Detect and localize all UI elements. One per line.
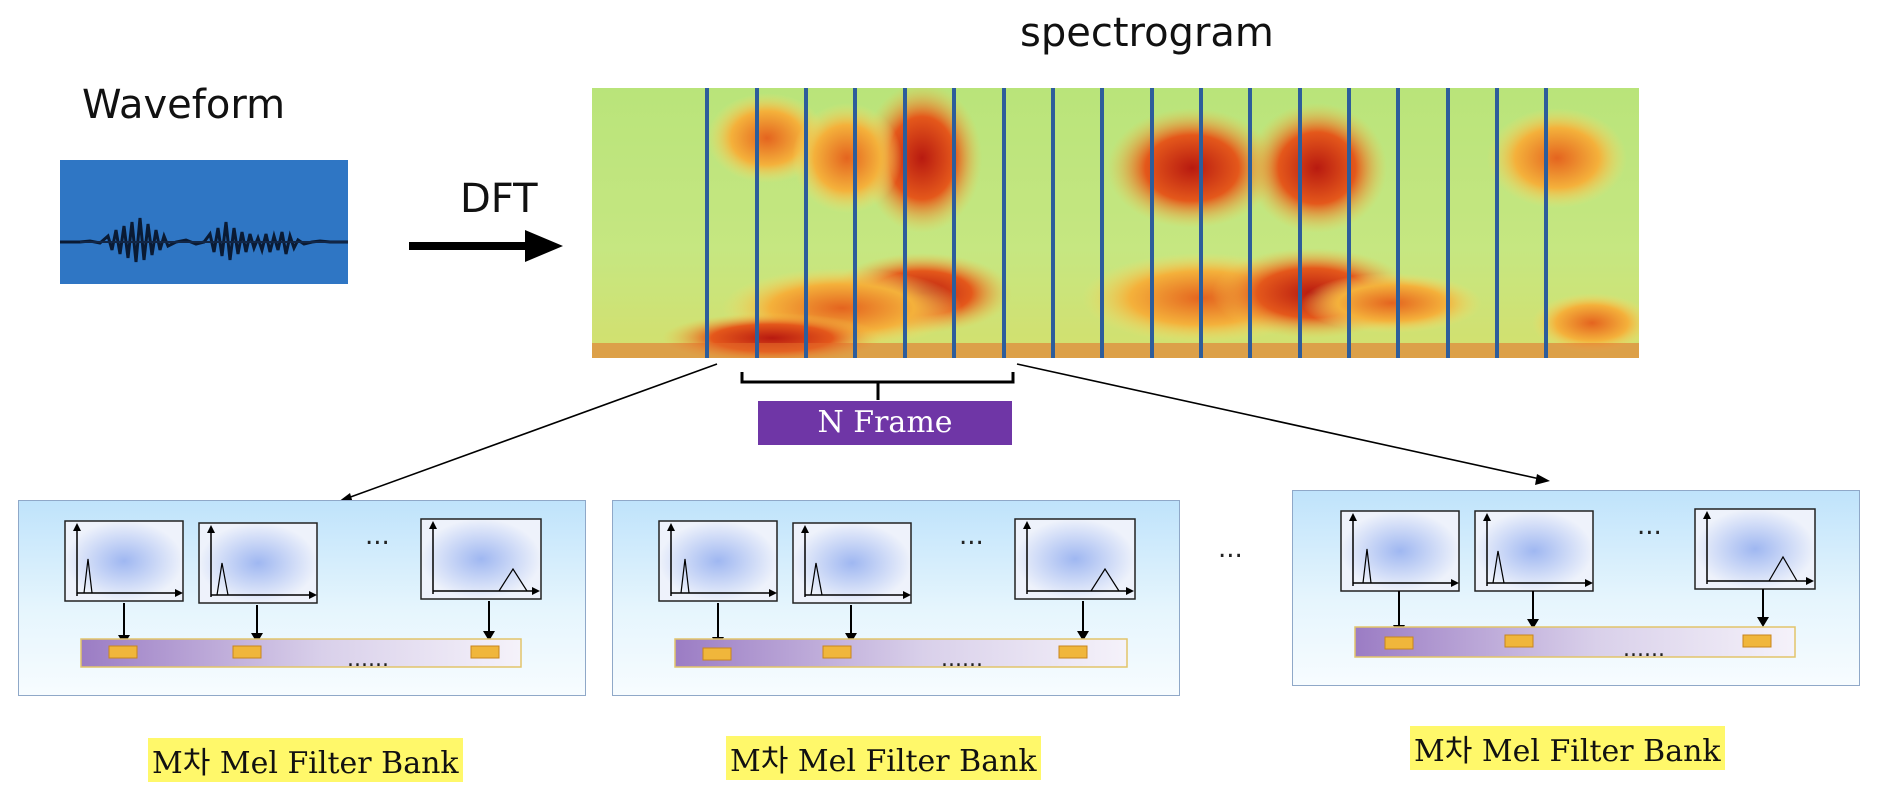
- waveform-title: Waveform: [82, 82, 286, 128]
- filter-bank-panel: ... ......: [18, 500, 586, 696]
- filter-response-box: [658, 520, 778, 602]
- filter-response-box: [64, 520, 184, 602]
- spectrogram-image: [592, 88, 1639, 358]
- filter-ellipsis: ...: [1637, 511, 1662, 541]
- spectrogram-title: spectrogram: [1020, 10, 1274, 56]
- filter-bank-diagram: [1340, 508, 1816, 658]
- waveform-signal: [60, 160, 348, 284]
- filter-response-box: [198, 522, 318, 604]
- filter-ellipsis: ...: [959, 521, 984, 551]
- filter-bank-panel: ... ......: [1292, 490, 1860, 686]
- filter-bank-label: M차 Mel Filter Bank: [148, 738, 463, 782]
- bar-ellipsis: ......: [1623, 637, 1665, 662]
- filter-response-box: [1014, 518, 1136, 600]
- filter-ellipsis: ...: [365, 521, 390, 551]
- filter-response-box: [1474, 510, 1594, 592]
- bar-ellipsis: ......: [347, 647, 389, 672]
- filter-bank-panel: ... ......: [612, 500, 1180, 696]
- filter-response-box: [1694, 508, 1816, 590]
- filter-response-box: [420, 518, 542, 600]
- bank-gap-ellipsis: ...: [1218, 534, 1243, 564]
- filter-bank-label: M차 Mel Filter Bank: [1410, 726, 1725, 770]
- filter-response-box: [1340, 510, 1460, 592]
- dft-label: DFT: [460, 176, 538, 222]
- filter-bank-diagram: [658, 518, 1136, 668]
- filter-response-box: [792, 522, 912, 604]
- bar-ellipsis: ......: [941, 647, 983, 672]
- waveform-image: [60, 160, 348, 284]
- n-frame-label: N Frame: [758, 401, 1012, 445]
- filter-bank-label: M차 Mel Filter Bank: [726, 736, 1041, 780]
- dft-arrow: [405, 226, 565, 266]
- filter-bank-diagram: [64, 518, 542, 668]
